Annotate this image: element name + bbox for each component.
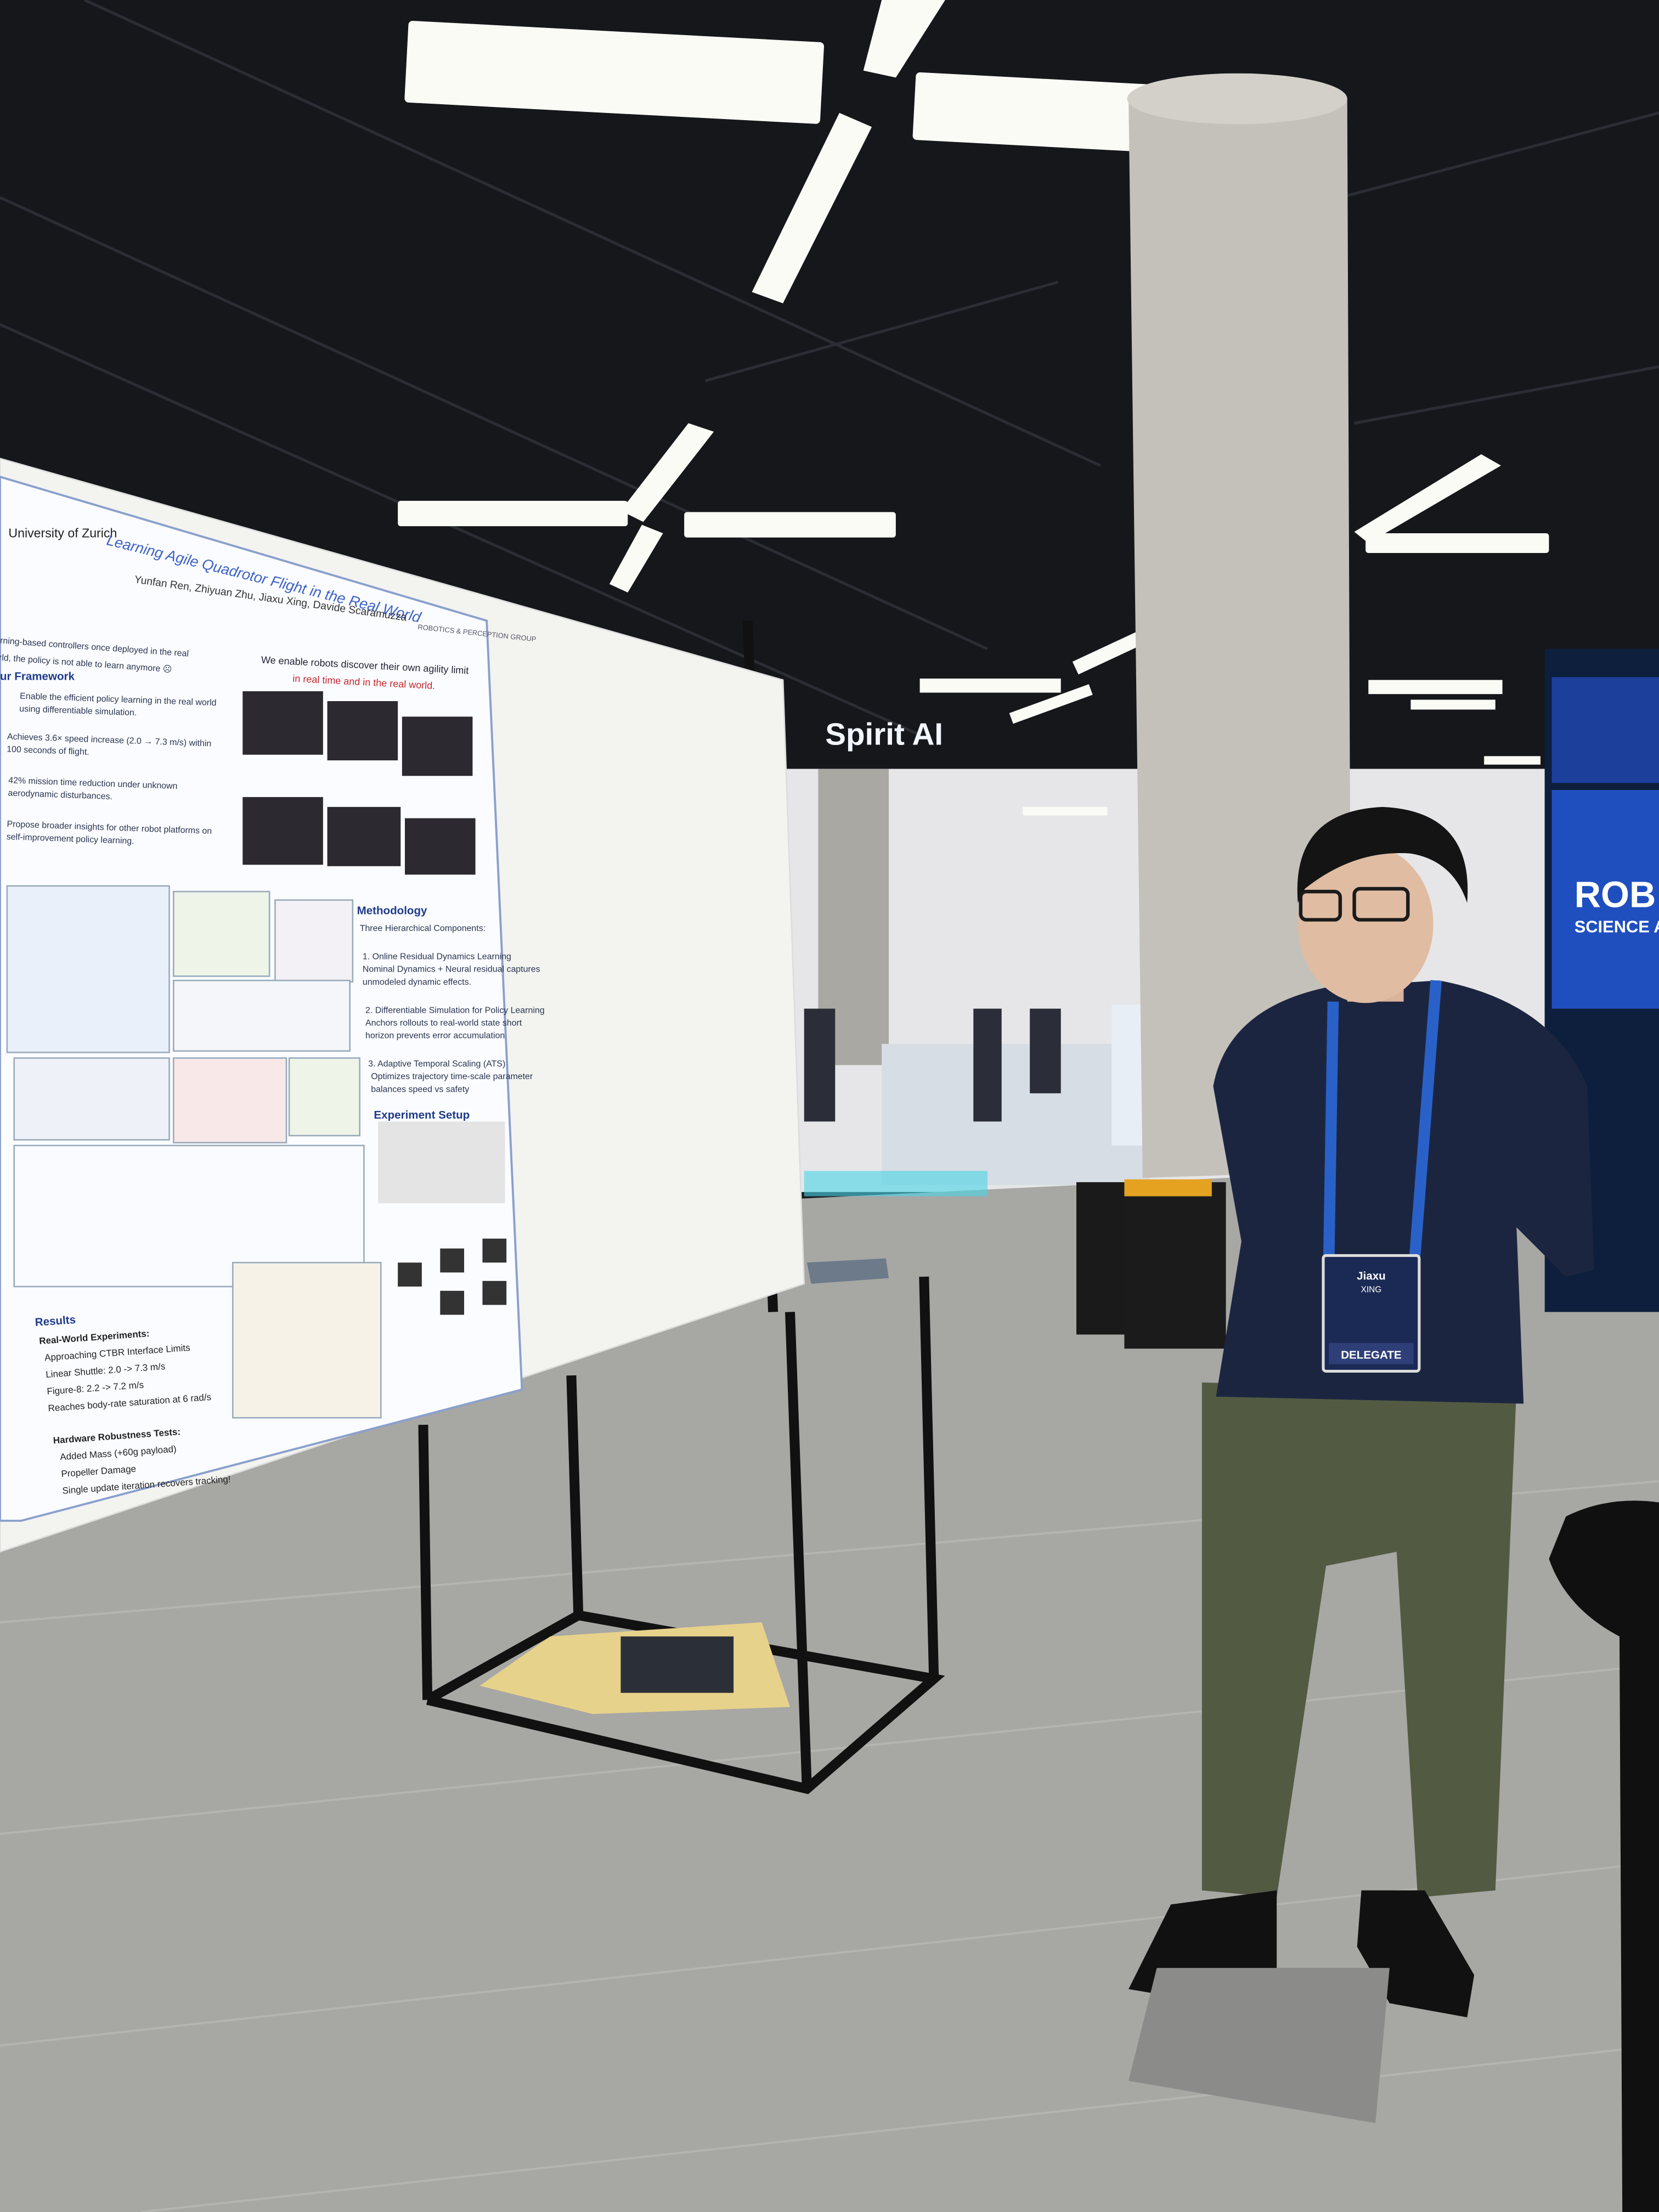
badge: Jiaxu XING DELEGATE <box>1322 1254 1421 1373</box>
poster-methodology: Three Hierarchical Components: 1. Online… <box>360 924 545 1094</box>
badge-name: Jiaxu <box>1357 1269 1386 1282</box>
poster-text: Nominal Dynamics + Neural residual captu… <box>363 965 540 974</box>
poster-text: Three Hierarchical Components: <box>360 924 486 933</box>
booth <box>882 1043 1150 1185</box>
display-screen <box>1551 677 1659 783</box>
laptop <box>806 1258 889 1284</box>
poster-text: horizon prevents error accumulation <box>365 1031 505 1041</box>
display-screen <box>1551 790 1659 1009</box>
ceiling-ducts <box>0 0 1659 735</box>
booth-sign: Spirit AI <box>825 717 943 752</box>
poster-diagrams <box>6 885 505 1419</box>
bin-lid <box>1124 1179 1212 1197</box>
booth-glow <box>804 1171 988 1197</box>
poster-text: Anchors rollouts to real-world state sho… <box>365 1018 522 1028</box>
pillar-top <box>1127 73 1347 125</box>
poster-text: 1. Online Residual Dynamics Learning <box>363 952 511 962</box>
pillar <box>1128 99 1352 1178</box>
poster-text: 2. Differentiable Simulation for Policy … <box>365 1006 545 1015</box>
poster-text: balances speed vs safety <box>371 1085 469 1094</box>
poster-text: 3. Adaptive Temporal Scaling (ATS) <box>368 1059 505 1069</box>
bin <box>1124 1182 1226 1349</box>
poster-qr-codes <box>398 1238 507 1315</box>
poster-institution: University of Zurich <box>8 526 117 540</box>
person <box>1128 806 1594 2018</box>
poster-heading: Methodology <box>357 904 427 917</box>
visitor <box>1549 1500 1659 2212</box>
poster-heading: Results <box>35 1313 76 1329</box>
poster-text: 100 seconds of flight. <box>7 745 89 757</box>
display-text: ROB <box>1575 874 1656 915</box>
poster-heading: Experiment Setup <box>374 1109 470 1121</box>
background-people <box>804 1004 1143 1146</box>
badge-surname: XING <box>1361 1285 1382 1294</box>
poster-photos <box>242 691 476 875</box>
poster-heading: ur Framework <box>0 670 75 682</box>
display-text: SCIENCE A <box>1575 917 1659 936</box>
poster-text: Optimizes trajectory time-scale paramete… <box>371 1072 533 1081</box>
stand-frame <box>418 620 945 1795</box>
floor-plate <box>1128 1968 1390 2123</box>
badge-role: DELEGATE <box>1341 1348 1401 1361</box>
stand-items <box>620 1636 734 1693</box>
poster-text: unmodeled dynamic effects. <box>363 978 471 987</box>
poster-text: aerodynamic disturbances. <box>8 788 112 802</box>
